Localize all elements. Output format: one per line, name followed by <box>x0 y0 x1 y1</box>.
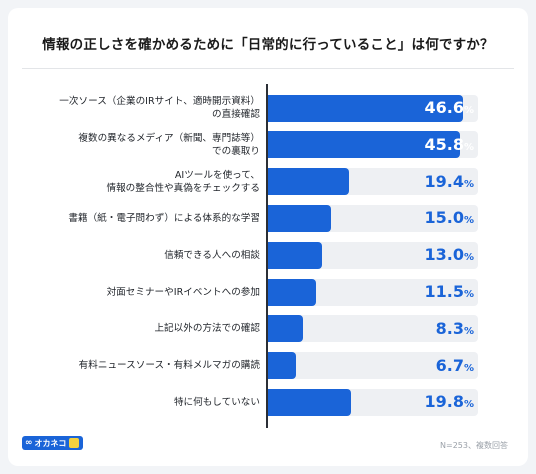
value-label: 46.6% <box>424 98 474 121</box>
category-label: 書籍（紙・電子問わず）による体系的な学習 <box>68 212 260 225</box>
sample-note: N=253、複数回答 <box>440 441 508 450</box>
value-unit: % <box>463 142 474 153</box>
value-label: 15.0% <box>424 208 474 231</box>
value-label: 8.3% <box>436 319 474 342</box>
value-number: 11.5 <box>424 282 464 301</box>
category-label: 上記以外の方法での確認 <box>154 322 260 335</box>
value-number: 6.7 <box>435 356 464 375</box>
value-number: 46.6 <box>424 98 464 117</box>
value-label: 11.5% <box>424 282 474 305</box>
value-number: 19.4 <box>424 172 464 191</box>
value-unit: % <box>463 105 474 116</box>
bar <box>268 95 463 122</box>
category-label-line: AIツールを使って、 <box>174 170 260 181</box>
category-label-line: 書籍（紙・電子問わず）による体系的な学習 <box>68 213 260 224</box>
category-label-line: の直接確認 <box>212 109 260 120</box>
chart-title: 情報の正しさを確かめるために「日常的に行っていること」は何ですか？ <box>42 37 494 53</box>
y-axis-line <box>266 84 268 428</box>
value-number: 19.8 <box>424 392 464 411</box>
category-label-line: 信頼できる人への相談 <box>164 250 260 261</box>
value-number: 13.0 <box>424 245 464 264</box>
value-unit: % <box>463 326 474 337</box>
bar-track <box>268 352 478 379</box>
value-number: 8.3 <box>435 319 464 338</box>
value-unit: % <box>463 363 474 374</box>
value-number: 45.8 <box>424 135 464 154</box>
category-label: 一次ソース（企業のIRサイト、適時開示資料） の直接確認 <box>59 95 260 121</box>
bar <box>268 389 351 416</box>
bar <box>268 205 331 232</box>
bar <box>268 131 460 158</box>
value-label: 45.8% <box>424 135 474 158</box>
value-label: 13.0% <box>424 245 474 268</box>
logo-text: オカネコ <box>34 438 67 448</box>
bar <box>268 168 349 195</box>
bar <box>268 279 316 306</box>
category-label: 有料ニュースソース・有料メルマガの購読 <box>79 359 260 372</box>
value-unit: % <box>463 289 474 300</box>
value-label: 19.4% <box>424 172 474 195</box>
mascot-icon <box>69 438 80 448</box>
category-label-line: 複数の異なるメディア（新聞、専門誌等） <box>78 133 260 144</box>
value-unit: % <box>463 252 474 263</box>
value-unit: % <box>463 179 474 190</box>
category-label-line: での裏取り <box>212 146 260 157</box>
category-label: AIツールを使って、情報の整合性や真偽をチェックする <box>107 169 261 195</box>
category-label-line: 一次ソース（企業のIRサイト、適時開示資料） <box>59 96 260 107</box>
category-label: 信頼できる人への相談 <box>164 249 260 262</box>
value-label: 19.8% <box>424 392 474 415</box>
infinity-icon: ∞ <box>25 438 33 448</box>
value-label: 6.7% <box>436 356 474 379</box>
value-number: 15.0 <box>424 208 464 227</box>
category-label-line: 上記以外の方法での確認 <box>154 323 260 334</box>
bar-track <box>268 315 478 342</box>
category-label-line: 特に何もしていない <box>173 397 260 408</box>
bar <box>268 352 296 379</box>
title-divider <box>22 68 514 69</box>
value-unit: % <box>463 215 474 226</box>
category-label: 特に何もしていない <box>174 396 260 409</box>
bar <box>268 242 322 269</box>
category-label-line: 対面セミナーやIRイベントへの参加 <box>106 287 260 298</box>
category-label-line: 有料ニュースソース・有料メルマガの購読 <box>78 360 260 371</box>
bar <box>268 315 303 342</box>
category-label: 対面セミナーやIRイベントへの参加 <box>107 286 260 299</box>
category-label-line: 情報の整合性や真偽をチェックする <box>106 183 261 194</box>
value-unit: % <box>463 399 474 410</box>
category-label: 複数の異なるメディア（新聞、専門誌等） での裏取り <box>78 132 260 158</box>
okaneko-logo: ∞ オカネコ <box>22 436 84 450</box>
